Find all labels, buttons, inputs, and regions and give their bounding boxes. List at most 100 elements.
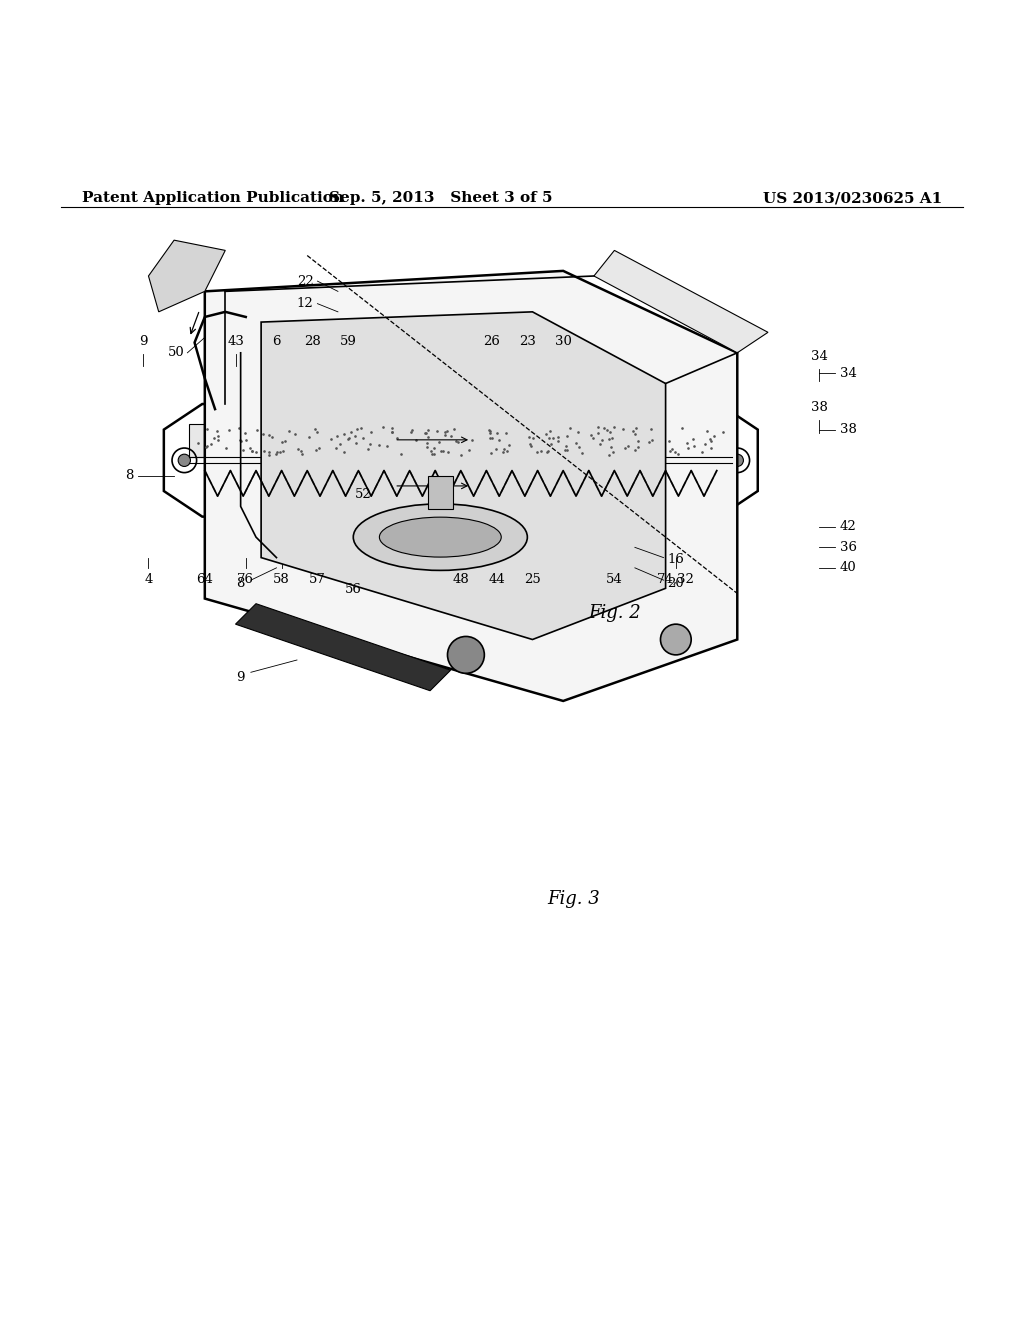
Ellipse shape bbox=[379, 517, 502, 557]
Point bbox=[328, 438, 344, 459]
Point bbox=[210, 425, 226, 446]
Point bbox=[332, 434, 348, 455]
Point bbox=[255, 424, 271, 445]
Point bbox=[562, 418, 579, 440]
Point bbox=[301, 426, 317, 447]
Point bbox=[323, 429, 339, 450]
Point bbox=[437, 422, 454, 444]
Point bbox=[483, 442, 500, 463]
Text: 34: 34 bbox=[811, 350, 827, 363]
Point bbox=[685, 428, 701, 449]
Point bbox=[602, 421, 618, 442]
Point bbox=[545, 428, 561, 449]
Point bbox=[484, 428, 501, 449]
Text: 12: 12 bbox=[297, 297, 313, 310]
Point bbox=[627, 440, 643, 461]
Point bbox=[379, 436, 395, 457]
Point bbox=[541, 428, 557, 449]
Point bbox=[489, 422, 506, 444]
Point bbox=[443, 425, 460, 446]
Point bbox=[538, 424, 554, 445]
Point bbox=[642, 418, 658, 440]
Point bbox=[450, 432, 466, 453]
Text: 48: 48 bbox=[453, 573, 469, 586]
Point bbox=[498, 422, 514, 444]
Point bbox=[559, 425, 575, 446]
Point bbox=[604, 428, 621, 449]
Text: 74,32: 74,32 bbox=[657, 573, 694, 586]
Point bbox=[355, 428, 372, 449]
Point bbox=[423, 441, 439, 462]
Point bbox=[261, 442, 278, 463]
Bar bbox=[428, 477, 453, 510]
Point bbox=[522, 433, 539, 454]
Point bbox=[426, 444, 442, 465]
Point bbox=[447, 430, 464, 451]
Point bbox=[190, 433, 207, 454]
Point bbox=[532, 441, 549, 462]
Point bbox=[662, 430, 678, 451]
Point bbox=[341, 426, 357, 447]
Point bbox=[674, 417, 690, 438]
Point bbox=[436, 424, 453, 445]
Point bbox=[461, 440, 477, 461]
Text: 64: 64 bbox=[197, 573, 213, 586]
Point bbox=[234, 440, 251, 461]
Point bbox=[550, 426, 566, 447]
Point bbox=[256, 441, 272, 462]
Point bbox=[336, 424, 352, 445]
Point bbox=[329, 426, 345, 447]
Point bbox=[278, 430, 294, 451]
Point bbox=[641, 432, 657, 453]
Point bbox=[487, 438, 504, 459]
Point bbox=[210, 429, 226, 450]
Point bbox=[679, 433, 695, 454]
Point bbox=[384, 417, 400, 438]
Point bbox=[614, 418, 631, 440]
Point bbox=[290, 438, 306, 459]
Point bbox=[392, 444, 409, 465]
Point bbox=[307, 418, 324, 440]
Polygon shape bbox=[594, 251, 768, 352]
Point bbox=[439, 441, 456, 462]
Point bbox=[261, 425, 278, 446]
Point bbox=[664, 438, 680, 459]
Point bbox=[524, 428, 541, 449]
Point bbox=[281, 421, 297, 442]
Point bbox=[569, 421, 586, 442]
Point bbox=[703, 430, 720, 451]
Text: 6: 6 bbox=[272, 335, 281, 347]
Point bbox=[268, 441, 285, 462]
Point bbox=[248, 441, 264, 462]
Point bbox=[630, 437, 646, 458]
Point bbox=[362, 421, 379, 442]
Point bbox=[481, 428, 498, 449]
Point bbox=[500, 441, 516, 462]
Text: 9: 9 bbox=[139, 335, 147, 347]
Point bbox=[594, 429, 610, 450]
Point bbox=[349, 418, 366, 440]
Text: 58: 58 bbox=[273, 573, 290, 586]
Point bbox=[598, 418, 614, 440]
Point bbox=[347, 425, 364, 446]
Polygon shape bbox=[148, 240, 225, 312]
Point bbox=[420, 418, 436, 440]
Point bbox=[715, 421, 731, 442]
Point bbox=[454, 444, 470, 465]
Point bbox=[244, 441, 260, 462]
Point bbox=[288, 424, 304, 445]
Point bbox=[274, 432, 291, 453]
Point bbox=[237, 422, 253, 444]
Point bbox=[620, 436, 636, 457]
Point bbox=[217, 438, 233, 459]
Point bbox=[419, 433, 435, 454]
Point bbox=[384, 421, 400, 442]
Text: 8: 8 bbox=[237, 577, 245, 590]
Point bbox=[590, 422, 606, 444]
Point bbox=[568, 433, 585, 454]
Point bbox=[592, 434, 608, 455]
Point bbox=[559, 440, 575, 461]
Point bbox=[706, 425, 722, 446]
Point bbox=[605, 442, 622, 463]
Point bbox=[696, 434, 713, 455]
